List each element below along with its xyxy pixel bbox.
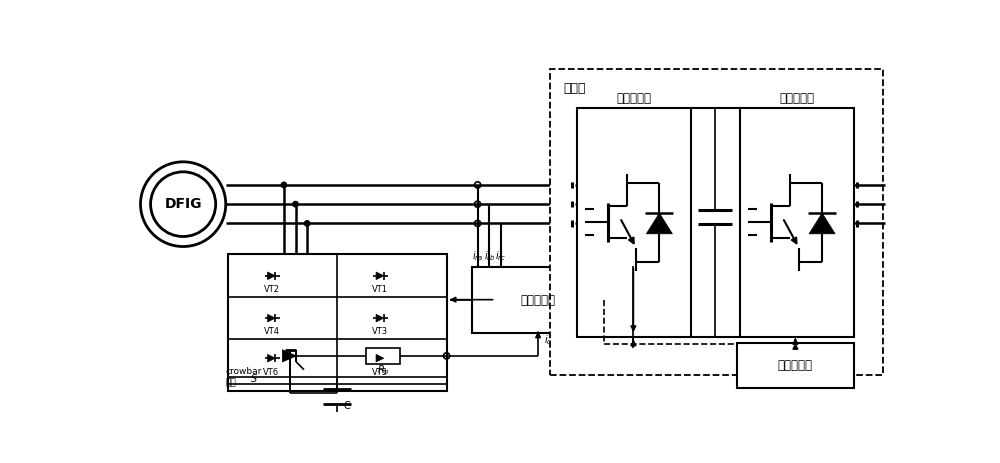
Bar: [472, 267, 604, 333]
Text: crowbar: crowbar: [226, 367, 262, 376]
Text: $i_c$: $i_c$: [544, 333, 553, 347]
Bar: [740, 108, 854, 337]
Text: 机侧控制器: 机侧控制器: [521, 294, 556, 307]
Text: VT1: VT1: [372, 285, 388, 294]
Circle shape: [293, 201, 298, 207]
Text: 网侧变流器: 网侧变流器: [779, 92, 814, 105]
Text: VT6: VT6: [263, 368, 280, 376]
Polygon shape: [376, 314, 384, 322]
Text: VT3: VT3: [372, 327, 388, 337]
Bar: [737, 343, 854, 388]
Text: 电路: 电路: [226, 378, 237, 388]
Circle shape: [304, 221, 310, 226]
Polygon shape: [268, 354, 275, 362]
Polygon shape: [809, 213, 835, 234]
Polygon shape: [268, 314, 275, 322]
Text: $i_{rb}$: $i_{rb}$: [484, 250, 495, 263]
Text: VT2: VT2: [263, 285, 279, 294]
Text: $R_b$: $R_b$: [377, 363, 389, 376]
Text: S: S: [251, 374, 257, 384]
Bar: [228, 254, 447, 390]
Bar: [366, 348, 400, 363]
Text: C: C: [344, 401, 350, 411]
Bar: [550, 69, 883, 375]
Text: VT4: VT4: [263, 327, 279, 337]
Text: 变流器: 变流器: [564, 82, 586, 95]
Polygon shape: [282, 350, 296, 362]
Text: 机侧变流器: 机侧变流器: [616, 92, 651, 105]
Text: $i_{ra}$: $i_{ra}$: [472, 250, 483, 263]
Text: VT5: VT5: [372, 368, 388, 376]
Bar: [577, 108, 691, 337]
Text: $i_{rc}$: $i_{rc}$: [495, 250, 506, 263]
Polygon shape: [376, 272, 384, 280]
Polygon shape: [268, 272, 275, 280]
Circle shape: [281, 182, 287, 188]
Text: DFIG: DFIG: [164, 197, 202, 211]
Text: 网侧控制器: 网侧控制器: [778, 359, 813, 372]
Polygon shape: [646, 213, 672, 234]
Polygon shape: [376, 354, 384, 362]
